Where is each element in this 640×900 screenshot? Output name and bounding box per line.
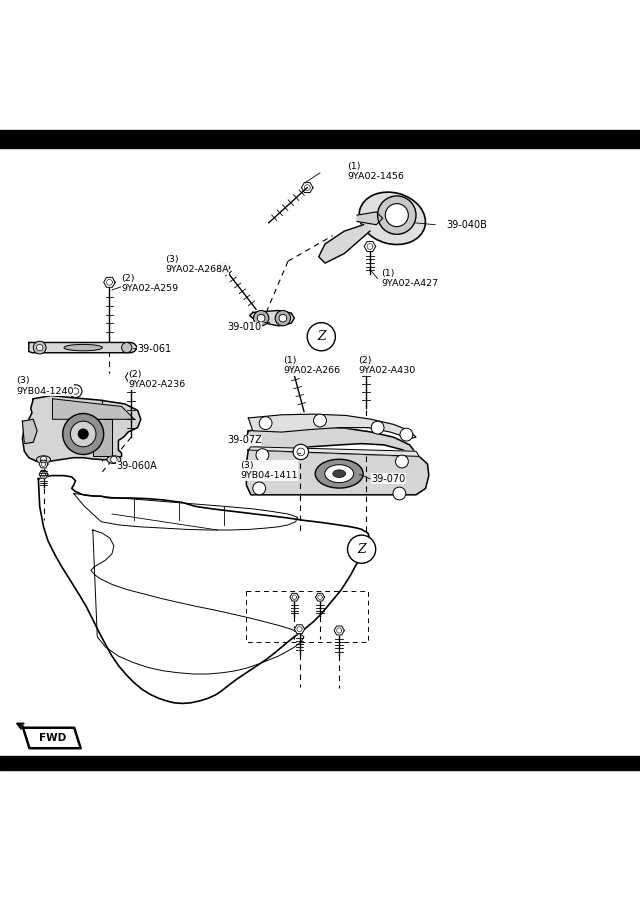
- Text: Z: Z: [317, 330, 326, 343]
- Circle shape: [69, 384, 82, 398]
- Circle shape: [371, 421, 384, 434]
- Polygon shape: [294, 625, 305, 634]
- Polygon shape: [52, 399, 134, 419]
- Polygon shape: [364, 241, 376, 251]
- Polygon shape: [285, 358, 297, 369]
- Circle shape: [33, 341, 46, 354]
- Polygon shape: [104, 277, 115, 287]
- Text: (2)
9YA02-A236: (2) 9YA02-A236: [128, 370, 185, 390]
- Circle shape: [63, 413, 104, 454]
- Polygon shape: [39, 460, 48, 468]
- Text: (2)
9YA02-A259: (2) 9YA02-A259: [122, 274, 179, 293]
- Text: 39-010: 39-010: [227, 322, 261, 332]
- Circle shape: [256, 449, 269, 462]
- Text: 39-07Z: 39-07Z: [227, 436, 262, 446]
- Ellipse shape: [359, 192, 426, 245]
- Polygon shape: [22, 396, 141, 462]
- Text: 39-070: 39-070: [371, 473, 406, 484]
- Ellipse shape: [36, 455, 51, 464]
- Circle shape: [348, 536, 376, 563]
- Text: (1)
9YA02-1456: (1) 9YA02-1456: [348, 162, 404, 181]
- Polygon shape: [29, 343, 138, 353]
- Text: (3)
9YB04-1240: (3) 9YB04-1240: [16, 376, 74, 396]
- Circle shape: [70, 421, 96, 446]
- Polygon shape: [319, 225, 370, 263]
- Polygon shape: [246, 450, 429, 495]
- Text: (3)
9YA02-A268A: (3) 9YA02-A268A: [165, 255, 228, 274]
- Text: (1)
9YA02-A266: (1) 9YA02-A266: [283, 356, 340, 375]
- Polygon shape: [246, 427, 416, 456]
- Circle shape: [36, 345, 43, 351]
- Circle shape: [78, 429, 88, 439]
- Polygon shape: [125, 372, 137, 382]
- Circle shape: [275, 310, 291, 326]
- Polygon shape: [38, 475, 370, 704]
- Circle shape: [400, 428, 413, 441]
- Circle shape: [253, 310, 269, 326]
- Text: FWD: FWD: [40, 733, 67, 743]
- Circle shape: [111, 456, 117, 463]
- Polygon shape: [248, 414, 416, 438]
- Bar: [0, 130, 640, 148]
- Circle shape: [307, 322, 335, 351]
- Text: (2)
9YA02-A430: (2) 9YA02-A430: [358, 356, 415, 375]
- Circle shape: [122, 343, 132, 353]
- Polygon shape: [290, 593, 299, 601]
- Polygon shape: [218, 263, 230, 273]
- Polygon shape: [334, 626, 344, 634]
- Circle shape: [40, 456, 47, 463]
- Circle shape: [259, 417, 272, 429]
- Circle shape: [385, 203, 408, 227]
- Text: (3)
9YB04-1411: (3) 9YB04-1411: [240, 461, 298, 481]
- Circle shape: [253, 482, 266, 495]
- Polygon shape: [250, 310, 294, 326]
- Polygon shape: [23, 728, 81, 748]
- Circle shape: [393, 487, 406, 500]
- Circle shape: [279, 314, 287, 322]
- Bar: [0, 756, 640, 770]
- Polygon shape: [301, 183, 313, 193]
- Polygon shape: [22, 419, 37, 444]
- Ellipse shape: [64, 345, 102, 351]
- Ellipse shape: [316, 459, 364, 488]
- Ellipse shape: [107, 455, 121, 464]
- Ellipse shape: [325, 464, 354, 482]
- Circle shape: [257, 314, 265, 322]
- Text: 39-060A: 39-060A: [116, 461, 157, 471]
- Polygon shape: [248, 446, 419, 456]
- Text: 39-061: 39-061: [138, 344, 172, 354]
- Polygon shape: [316, 593, 324, 601]
- Text: (1)
9YA02-A427: (1) 9YA02-A427: [381, 269, 438, 288]
- Ellipse shape: [333, 470, 346, 478]
- Circle shape: [378, 196, 416, 234]
- Polygon shape: [357, 212, 383, 225]
- Text: 39-040B: 39-040B: [447, 220, 488, 230]
- Polygon shape: [93, 419, 112, 456]
- Circle shape: [293, 445, 308, 460]
- Circle shape: [396, 455, 408, 468]
- Circle shape: [314, 414, 326, 427]
- Polygon shape: [39, 471, 48, 478]
- Text: Z: Z: [357, 543, 366, 555]
- Polygon shape: [360, 356, 372, 365]
